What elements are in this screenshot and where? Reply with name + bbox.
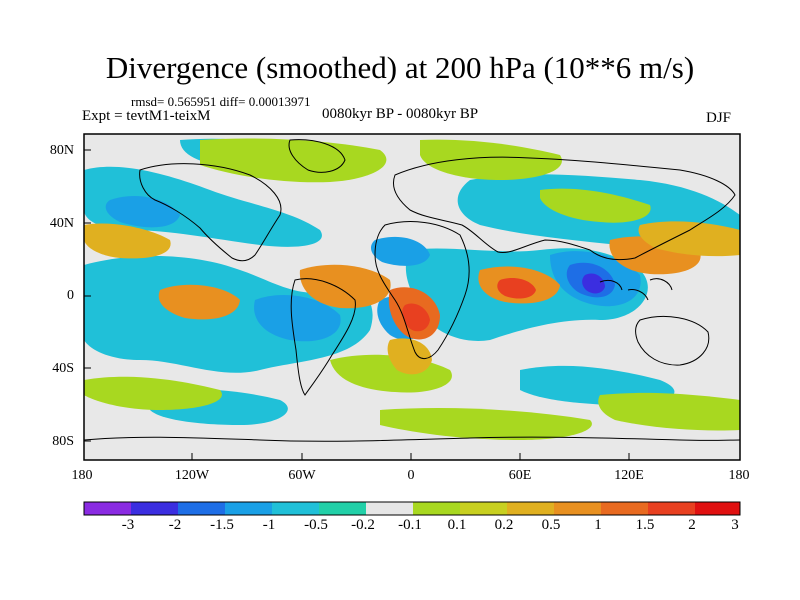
colorbar-label-11: 1 [594,517,602,533]
colorbar-label-4: -1 [262,517,276,533]
colorbar-bin-7 [366,502,413,515]
contour-pos-north-atlantic [200,138,387,183]
coastline-greenland [288,139,346,173]
colorbar-bin-3 [178,502,225,515]
contour-pos-arctic-east [420,139,562,180]
contour-blue-africa [370,236,430,266]
lat-tick-0: 0 [67,288,74,303]
colorbar-frame [83,501,741,516]
coastlines [84,139,740,442]
contour-orange-south-africa [387,338,432,375]
colorbar-label-13: 2 [688,517,696,533]
colorbar-label-2: -2 [168,517,182,533]
lon-tick-120w: 120W [174,468,210,483]
colorbar-bin-8 [413,502,460,515]
coastline-australia [635,315,710,366]
colorbar-label-3: -1.5 [210,517,234,533]
contour-pos-asia-lat40 [540,188,651,223]
coastline-eurasia [393,156,736,261]
lon-tick-0: 0 [407,468,415,483]
lon-tick-120e: 120E [614,468,644,483]
colorbar-bin-14 [695,502,740,515]
coastline-maritime-islands [599,278,673,301]
colorbar-label-1: -3 [121,517,135,533]
colorbar [83,501,741,516]
lon-tick-60w: 60W [288,468,316,483]
colorbar-bin-1 [84,502,131,515]
lon-tick-180w: 180 [71,468,93,483]
colorbar-label-14: 3 [731,517,739,533]
plot-title: Divergence (smoothed) at 200 hPa (10**6 … [105,50,695,85]
contour-orange-east-pacific [158,284,240,320]
colorbar-label-10: 0.5 [541,517,561,533]
colorbar-bin-9 [460,502,507,515]
lon-tick-180e: 180 [728,468,750,483]
colorbar-label-6: -0.2 [351,517,375,533]
colorbar-bin-13 [648,502,695,515]
colorbar-label-9: 0.2 [494,517,514,533]
colorbar-bin-5 [272,502,319,515]
contour-pos-antarctic [380,408,592,440]
stats-label: rmsd= 0.565951 diff= 0.00013971 [131,94,311,109]
lon-tick-60e: 60E [508,468,532,483]
contour-red-africa-core [402,303,430,332]
season-label: DJF [706,110,732,126]
colorbar-bin-11 [554,502,601,515]
contour-purple-core [582,273,605,294]
colorbar-bin-6 [319,502,366,515]
lat-tick-40s: 40S [52,361,74,376]
colorbar-label-7: -0.1 [398,517,422,533]
coastline-south-america [290,278,356,396]
colorbar-bin-12 [601,502,648,515]
coastline-north-america [139,163,282,262]
divergence-field [84,134,740,460]
coastline-africa [374,221,470,359]
lat-tick-40n: 40N [49,216,74,231]
contour-orange-north-pacific-west [84,223,171,259]
experiment-label: Expt = tevtM1-teixM [82,108,211,124]
contour-orange-south-america [299,264,391,309]
colorbar-label-8: 0.1 [447,517,467,533]
lat-tick-80s: 80S [52,434,74,449]
contour-red-indian-core [497,278,536,299]
contour-pos-south-ocean [84,376,222,410]
colorbar-label-5: -0.5 [304,517,328,533]
colorbar-bin-2 [131,502,178,515]
map-frame [83,133,741,461]
contour-orange-north-indian [638,221,740,257]
colorbar-bin-10 [507,502,554,515]
contour-blue-south-america [254,295,341,342]
period-label: 0080kyr BP - 0080kyr BP [322,106,479,122]
contour-pos-south-pacific-east [598,392,740,431]
coastline-antarctica [84,436,740,442]
colorbar-bin-4 [225,502,272,515]
contour-blue-n-america [105,195,180,228]
map-ticks [84,149,630,460]
lat-tick-80n: 80N [49,143,74,158]
colorbar-label-12: 1.5 [635,517,655,533]
